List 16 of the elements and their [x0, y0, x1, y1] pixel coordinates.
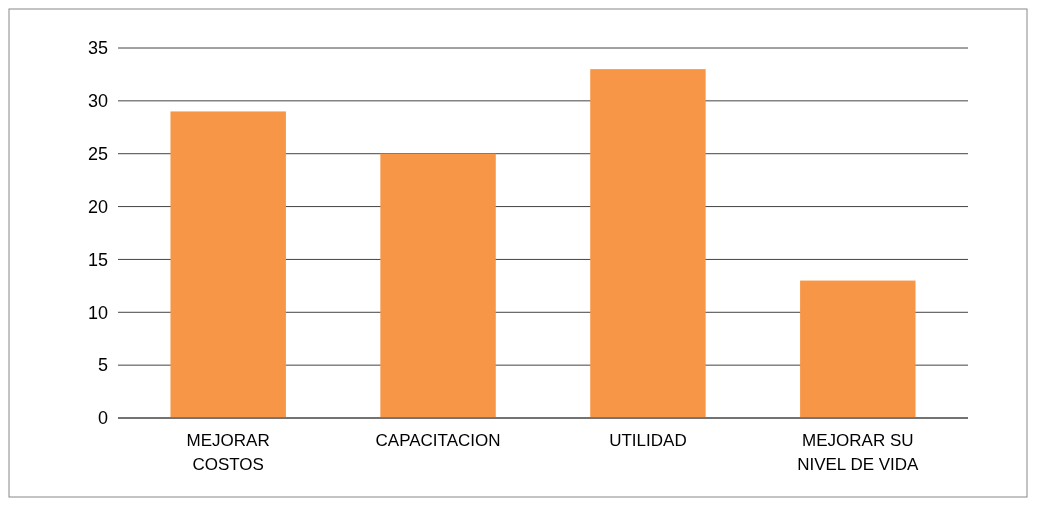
y-tick-label: 35	[87, 38, 108, 59]
y-tick-label: 10	[87, 302, 108, 323]
bar	[590, 69, 706, 418]
x-tick-label: MEJORAR COSTOS	[186, 431, 270, 474]
y-tick-label: 15	[87, 249, 108, 270]
x-tick-label: CAPACITACION	[375, 431, 501, 450]
y-tick-label: 25	[87, 144, 108, 165]
x-tick-label: UTILIDAD	[609, 431, 687, 450]
y-tick-label: 20	[87, 196, 108, 217]
bar	[800, 280, 916, 418]
x-tick-label: MEJORAR SU NIVEL DE VIDA	[797, 431, 920, 474]
y-tick-label: 5	[97, 355, 108, 376]
bar	[380, 153, 496, 418]
bar	[170, 111, 286, 418]
y-tick-label: 30	[87, 91, 108, 112]
y-tick-label: 0	[97, 408, 108, 429]
